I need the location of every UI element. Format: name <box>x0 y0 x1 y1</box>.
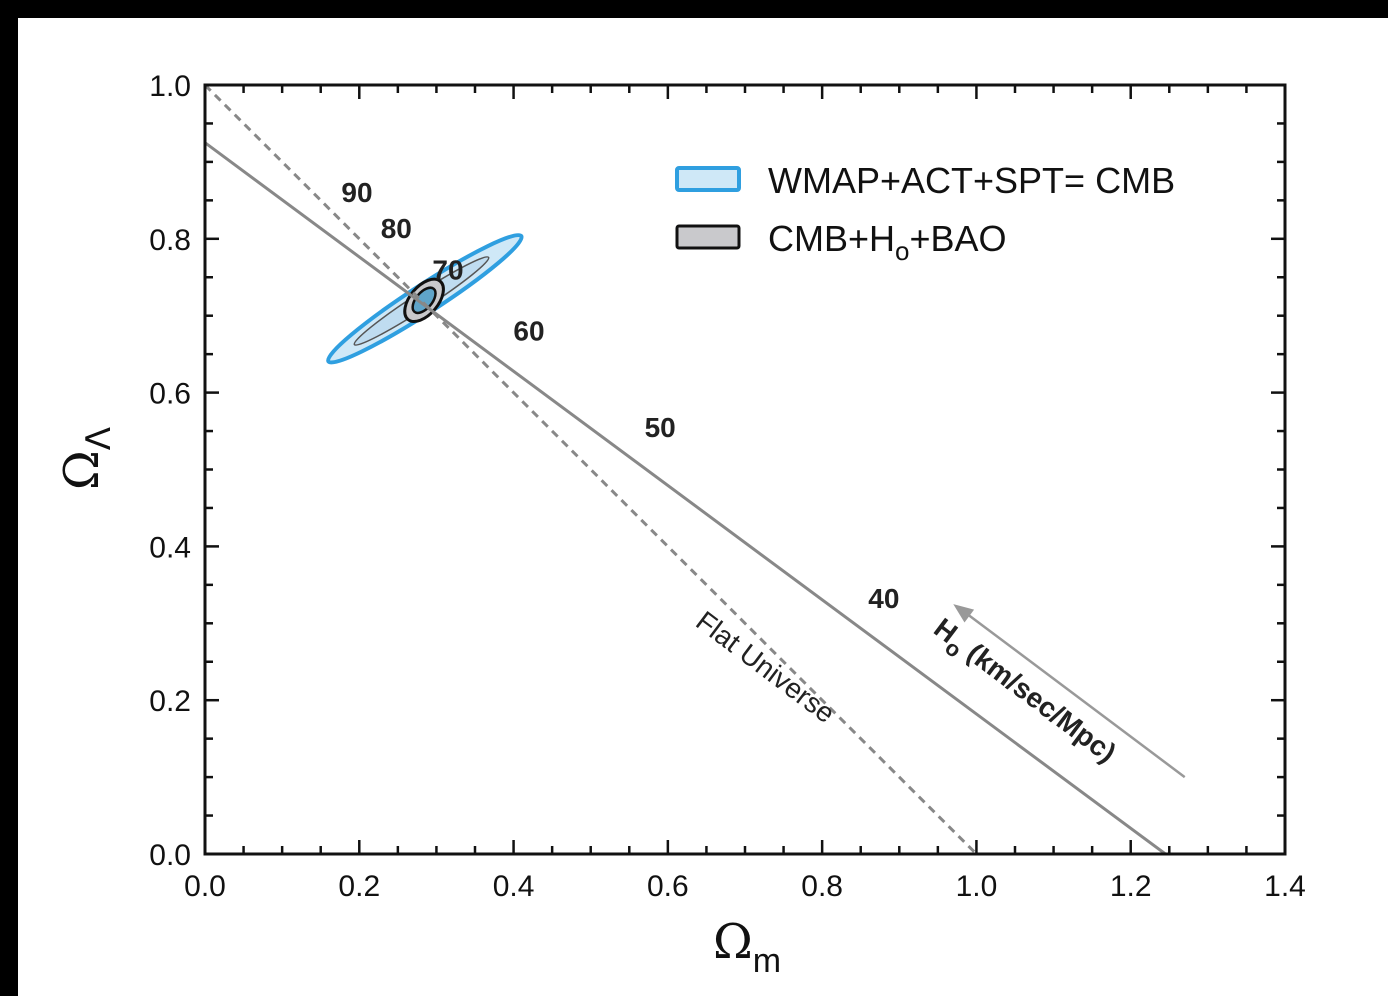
bao-contours <box>403 277 445 323</box>
y-axis-title: ΩΛ <box>54 427 119 490</box>
legend: WMAP+ACT+SPT= CMB CMB+Ho+BAO <box>675 160 1175 266</box>
flat-universe-label: Flat Universe <box>690 605 840 729</box>
y-tick-label: 0.6 <box>149 378 191 411</box>
x-tick-label: 0.2 <box>338 870 380 903</box>
x-tick-label: 1.0 <box>956 870 998 903</box>
legend-label-cmb-h0-bao: CMB+Ho+BAO <box>768 218 1007 266</box>
arrow-shaft <box>962 610 1186 779</box>
x-tick-label: 0.0 <box>184 870 226 903</box>
x-tick-label: 1.2 <box>1110 870 1152 903</box>
x-tick-label: 0.8 <box>801 870 843 903</box>
h0-value-label: 90 <box>341 177 372 208</box>
x-axis-title: Ωm <box>713 914 781 980</box>
y-tick-label: 0.8 <box>149 224 191 257</box>
h0-value-label: 60 <box>513 315 544 346</box>
h0-value-label: 50 <box>645 412 676 443</box>
h0-value-label: 40 <box>868 583 899 614</box>
h0-value-label: 70 <box>432 255 463 286</box>
legend-swatch-cmb-h0-bao <box>675 224 741 250</box>
h0-value-label: 80 <box>381 213 412 244</box>
h0-direction-arrow <box>953 604 1186 779</box>
y-tick-label: 0.0 <box>149 839 191 872</box>
y-tick-label: 1.0 <box>149 70 191 103</box>
label-layer: 0.0 0.2 0.4 0.6 0.8 1.0 1.2 1.4 0.0 0.2 0.4 0.6 0.8 1… <box>149 70 1306 903</box>
contour-layer <box>326 233 524 365</box>
y-tick-label: 0.4 <box>149 531 191 564</box>
arrow-head <box>953 604 975 623</box>
x-tick-label: 0.4 <box>493 870 535 903</box>
legend-swatch-cmb <box>675 166 741 192</box>
degeneracy-line <box>205 141 1167 854</box>
y-tick-label: 0.2 <box>149 685 191 718</box>
line-layer <box>205 85 1167 854</box>
legend-label-cmb: WMAP+ACT+SPT= CMB <box>768 160 1175 201</box>
tick-layer <box>203 83 1287 856</box>
x-tick-label: 1.4 <box>1264 870 1306 903</box>
x-tick-label: 0.6 <box>647 870 689 903</box>
